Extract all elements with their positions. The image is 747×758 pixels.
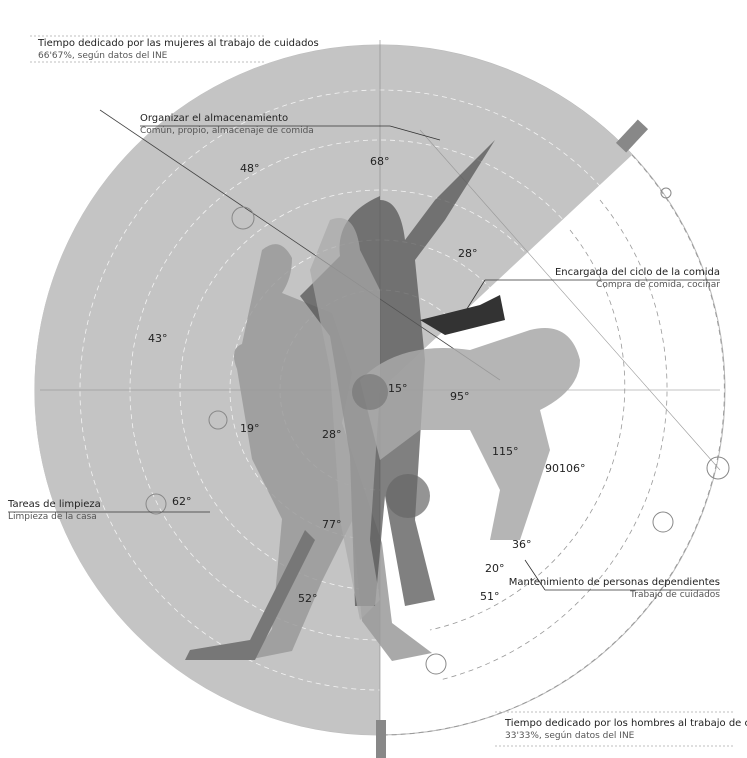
caption-subtitle: Compra de comida, cocinar	[596, 280, 720, 290]
angle-label: 51°	[480, 590, 500, 603]
caption-title: Organizar el almacenamiento	[140, 113, 288, 124]
angle-label: 95°	[450, 390, 470, 403]
angle-label: 68°	[370, 155, 390, 168]
caption-title: Tiempo dedicado por los hombres al traba…	[504, 718, 747, 729]
angle-label: 52°	[298, 592, 318, 605]
caption-subtitle: 66'67%, según datos del INE	[38, 51, 168, 61]
angle-label: 28°	[458, 247, 478, 260]
angle-label: 62°	[172, 495, 192, 508]
caption-subtitle: Limpieza de la casa	[8, 512, 97, 522]
angle-label: 43°	[148, 332, 168, 345]
angle-label: 77°	[322, 518, 342, 531]
angle-label: 19°	[240, 422, 260, 435]
caption-subtitle: Común, propio, almacenaje de comida	[140, 126, 314, 136]
illustration: Tiempo dedicado por las mujeres al traba…	[0, 0, 747, 758]
caption-subtitle: 33'33%, según datos del INE	[505, 731, 635, 741]
angle-label: 28°	[322, 428, 342, 441]
caption-title: Tiempo dedicado por las mujeres al traba…	[37, 38, 319, 49]
angle-label: 20°	[485, 562, 505, 575]
caption-title: Tareas de limpieza	[7, 499, 101, 510]
caption-title: Mantenimiento de personas dependientes	[509, 577, 720, 588]
caption-title: Encargada del ciclo de la comida	[555, 267, 720, 278]
caption-subtitle: Trabajo de cuidados	[629, 590, 720, 600]
angle-label: 48°	[240, 162, 260, 175]
angle-label: 15°	[388, 382, 408, 395]
angle-label: 115°	[492, 445, 519, 458]
angle-label: 36°	[512, 538, 532, 551]
angle-label: 90106°	[545, 462, 586, 475]
